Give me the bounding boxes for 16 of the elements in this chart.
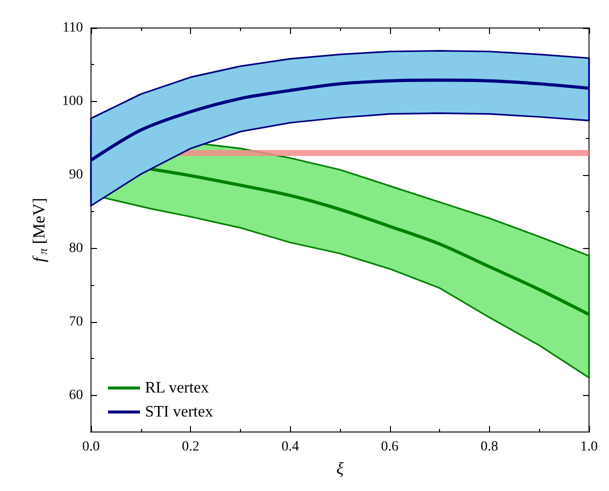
legend-label: RL vertex <box>145 380 209 396</box>
y-tick-label: 100 <box>62 94 83 109</box>
y-tick-label: 70 <box>69 314 83 330</box>
legend-label: STI vertex <box>145 404 213 420</box>
x-tick-label: 0.4 <box>281 440 299 454</box>
y-axis-title: fπ [MeV] <box>30 198 50 262</box>
y-tick-label: 90 <box>69 167 83 182</box>
y-tick-label: 110 <box>62 20 83 36</box>
x-tick-label: 0.0 <box>82 440 100 454</box>
x-tick-label: 1.0 <box>580 440 598 454</box>
x-tick-label: 0.2 <box>182 440 200 454</box>
y-tick-label: 80 <box>69 240 83 256</box>
x-axis-title: ξ <box>336 459 344 478</box>
y-tick-label: 60 <box>69 388 83 403</box>
x-tick-label: 0.6 <box>381 440 399 454</box>
x-tick-label: 0.8 <box>480 440 498 454</box>
